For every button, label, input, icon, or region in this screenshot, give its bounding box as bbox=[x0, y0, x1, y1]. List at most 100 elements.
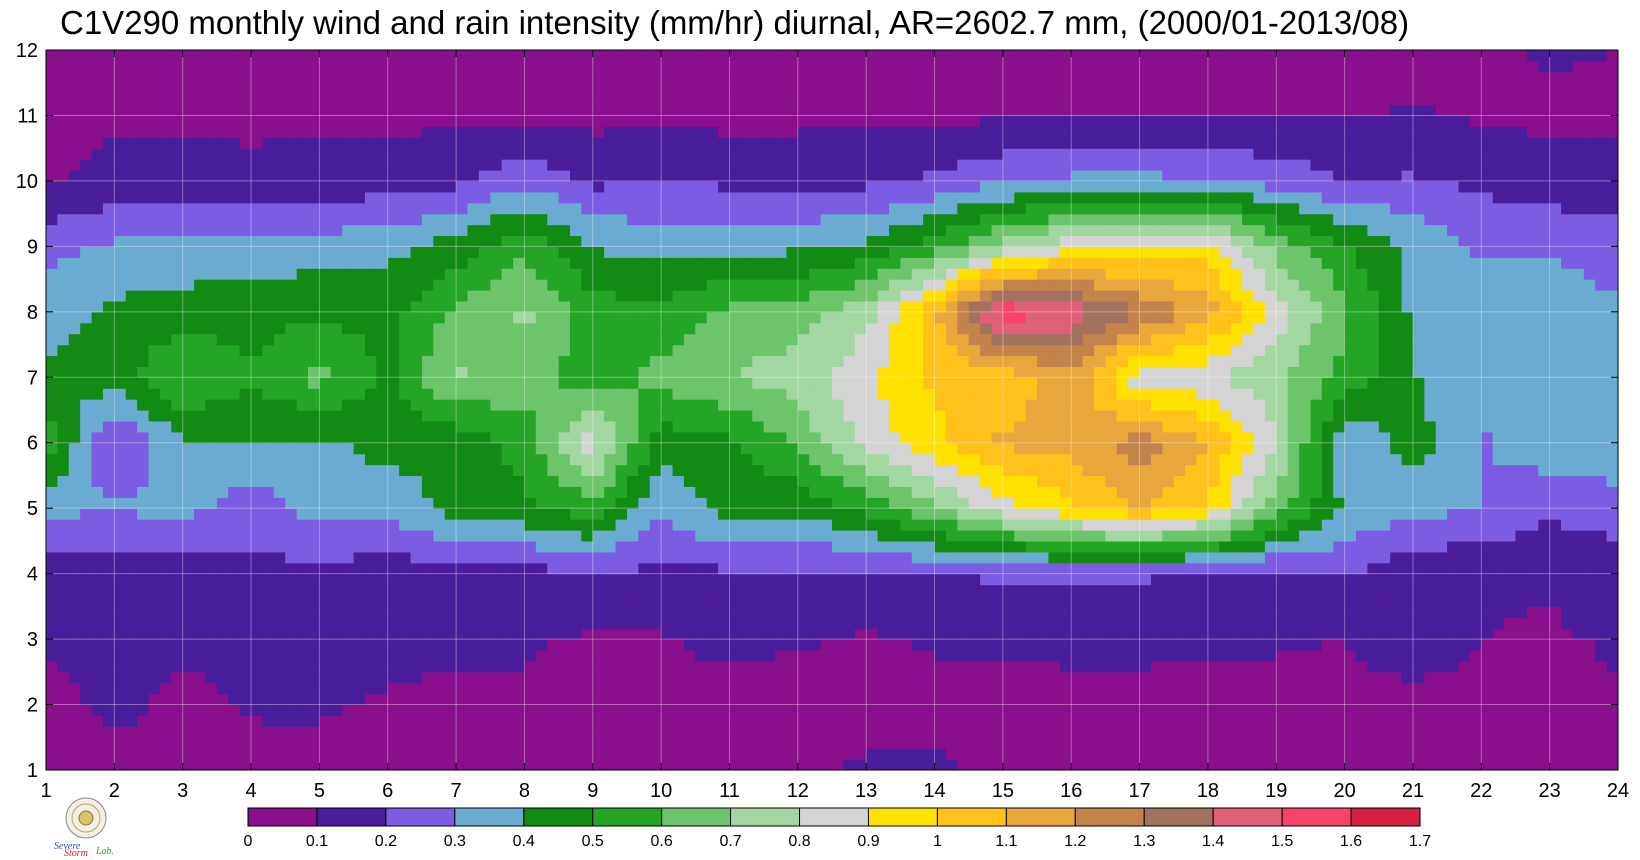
heatmap-cell bbox=[216, 388, 229, 400]
heatmap-cell bbox=[296, 464, 309, 477]
heatmap-cell bbox=[1105, 551, 1118, 564]
heatmap-cell bbox=[900, 682, 913, 695]
heatmap-cell bbox=[547, 704, 560, 717]
heatmap-cell bbox=[1515, 486, 1528, 498]
heatmap-cell bbox=[980, 671, 993, 684]
heatmap-cell bbox=[934, 388, 947, 400]
heatmap-cell bbox=[216, 595, 229, 607]
heatmap-cell bbox=[228, 606, 241, 618]
heatmap-cell bbox=[604, 442, 617, 455]
heatmap-cell bbox=[1116, 660, 1129, 673]
heatmap-cell bbox=[1037, 639, 1050, 651]
heatmap-cell bbox=[421, 562, 434, 575]
heatmap-cell bbox=[1333, 497, 1346, 509]
heatmap-cell bbox=[1424, 573, 1437, 586]
heatmap-cell bbox=[706, 562, 719, 575]
heatmap-cell bbox=[1173, 530, 1186, 542]
heatmap-cell bbox=[1310, 464, 1323, 477]
heatmap-cell bbox=[1094, 399, 1106, 411]
heatmap-cell bbox=[1333, 650, 1346, 662]
heatmap-cell bbox=[991, 442, 1004, 455]
heatmap-cell bbox=[945, 540, 958, 553]
heatmap-cell bbox=[1469, 442, 1482, 455]
heatmap-cell bbox=[194, 595, 207, 607]
heatmap-cell bbox=[114, 475, 127, 487]
heatmap-cell bbox=[1002, 519, 1015, 531]
heatmap-cell bbox=[1435, 377, 1448, 389]
heatmap-cell bbox=[1276, 486, 1289, 498]
heatmap-cell bbox=[706, 748, 719, 760]
heatmap-cell bbox=[1515, 388, 1528, 400]
heatmap-cell bbox=[752, 617, 765, 629]
heatmap-cell bbox=[820, 748, 833, 760]
heatmap-cell bbox=[1561, 715, 1574, 727]
heatmap-cell bbox=[570, 562, 582, 575]
heatmap-cell bbox=[1504, 650, 1517, 662]
heatmap-cell bbox=[1412, 508, 1425, 520]
heatmap-cell bbox=[1572, 573, 1585, 586]
heatmap-cell bbox=[342, 366, 355, 378]
heatmap-cell bbox=[137, 540, 150, 553]
heatmap-cell bbox=[1207, 497, 1220, 509]
heatmap-cell bbox=[1412, 693, 1425, 706]
heatmap-cell bbox=[809, 639, 822, 651]
heatmap-cell bbox=[216, 671, 229, 684]
heatmap-cell bbox=[820, 377, 833, 389]
heatmap-cell bbox=[194, 551, 207, 564]
heatmap-cell bbox=[1082, 704, 1095, 717]
heatmap-cell bbox=[900, 595, 913, 607]
heatmap-cell bbox=[1424, 475, 1437, 487]
heatmap-cell bbox=[854, 660, 867, 673]
heatmap-cell bbox=[547, 726, 560, 738]
heatmap-cell bbox=[718, 486, 731, 498]
heatmap-cell bbox=[1344, 420, 1357, 433]
heatmap-cell bbox=[1526, 551, 1539, 564]
heatmap-cell bbox=[410, 431, 423, 444]
heatmap-cell bbox=[797, 671, 810, 684]
heatmap-cell bbox=[1219, 399, 1232, 411]
heatmap-cell bbox=[1230, 519, 1243, 531]
heatmap-cell bbox=[957, 693, 970, 706]
heatmap-cell bbox=[729, 573, 742, 586]
heatmap-cell bbox=[1572, 540, 1585, 553]
heatmap-cell bbox=[46, 551, 58, 564]
heatmap-cell bbox=[991, 530, 1004, 542]
heatmap-cell bbox=[581, 693, 594, 706]
heatmap-cell bbox=[1173, 453, 1186, 466]
heatmap-cell bbox=[1242, 486, 1255, 498]
heatmap-cell bbox=[1162, 650, 1175, 662]
heatmap-cell bbox=[945, 431, 958, 444]
heatmap-cell bbox=[877, 540, 890, 553]
heatmap-cell bbox=[1071, 388, 1084, 400]
heatmap-cell bbox=[285, 366, 298, 378]
heatmap-cell bbox=[1435, 453, 1448, 466]
heatmap-cell bbox=[1253, 737, 1266, 749]
heatmap-cell bbox=[1481, 639, 1494, 651]
heatmap-cell bbox=[353, 682, 366, 695]
heatmap-cell bbox=[900, 606, 913, 618]
heatmap-cell bbox=[1071, 617, 1084, 629]
heatmap-cell bbox=[1469, 464, 1482, 477]
heatmap-cell bbox=[1333, 759, 1346, 770]
heatmap-cell bbox=[148, 660, 161, 673]
heatmap-cell bbox=[262, 551, 275, 564]
heatmap-cell bbox=[638, 530, 651, 542]
heatmap-cell bbox=[399, 693, 412, 706]
heatmap-cell bbox=[877, 584, 890, 597]
heatmap-cell bbox=[1526, 530, 1539, 542]
heatmap-cell bbox=[194, 366, 207, 378]
heatmap-cell bbox=[171, 628, 184, 640]
heatmap-cell bbox=[1538, 660, 1551, 673]
heatmap-cell bbox=[854, 682, 867, 695]
heatmap-cell bbox=[649, 584, 662, 597]
heatmap-cell bbox=[410, 388, 423, 400]
heatmap-cell bbox=[1116, 693, 1129, 706]
heatmap-cell bbox=[1424, 519, 1437, 531]
heatmap-cell bbox=[490, 693, 503, 706]
heatmap-cell bbox=[319, 519, 332, 531]
heatmap-cell bbox=[1059, 726, 1072, 738]
heatmap-cell bbox=[1390, 671, 1403, 684]
heatmap-cell bbox=[1515, 410, 1528, 422]
heatmap-cell bbox=[1276, 660, 1289, 673]
heatmap-cell bbox=[1412, 431, 1425, 444]
